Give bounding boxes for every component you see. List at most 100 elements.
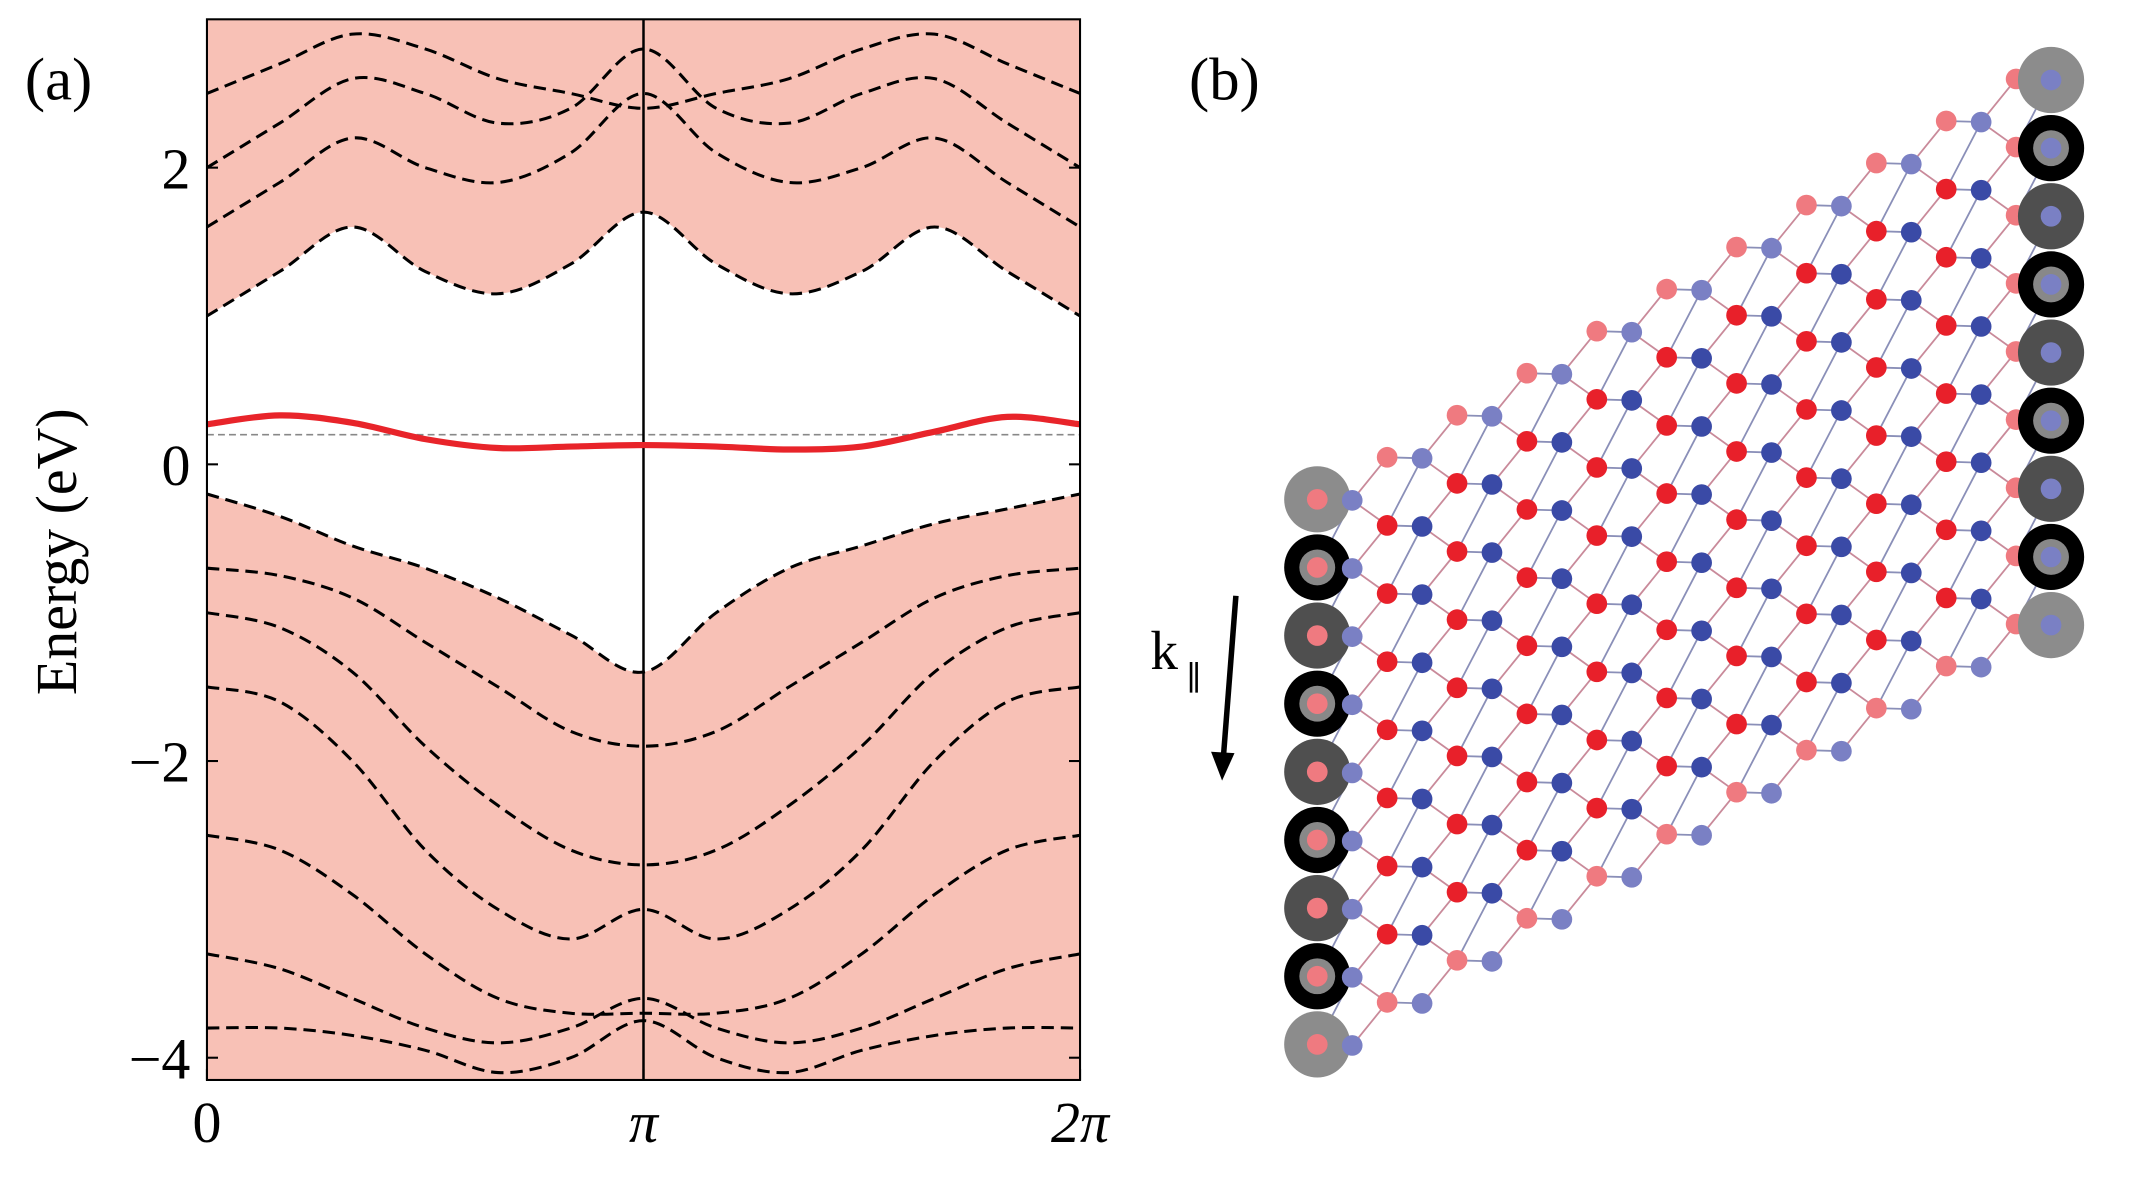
bond bbox=[1665, 766, 1703, 835]
bond bbox=[1386, 730, 1423, 799]
atom bbox=[1726, 713, 1747, 735]
atom bbox=[1726, 781, 1747, 803]
atom bbox=[2040, 614, 2062, 636]
x-tick-label: 0 bbox=[192, 1090, 221, 1155]
bond bbox=[1526, 714, 1563, 783]
atom bbox=[1446, 404, 1468, 426]
atom bbox=[1726, 304, 1747, 326]
atom bbox=[1446, 881, 1468, 903]
atom bbox=[1411, 447, 1433, 469]
bond bbox=[1526, 578, 1563, 647]
atom bbox=[1551, 636, 1573, 658]
atom bbox=[1306, 965, 1328, 987]
atom bbox=[1761, 510, 1782, 532]
atom bbox=[1935, 587, 1957, 609]
atom bbox=[1865, 220, 1887, 242]
atom bbox=[1796, 467, 1817, 488]
atom bbox=[1411, 788, 1433, 810]
atom bbox=[1306, 829, 1328, 851]
atom bbox=[1796, 330, 1817, 352]
bond bbox=[1735, 315, 1773, 384]
atom bbox=[1411, 652, 1433, 674]
bond bbox=[1805, 546, 1843, 615]
atom bbox=[1726, 577, 1747, 599]
atom bbox=[1621, 730, 1643, 752]
bond bbox=[1596, 399, 1633, 468]
atom bbox=[1865, 697, 1887, 719]
atom bbox=[1516, 362, 1538, 384]
bond bbox=[1526, 782, 1563, 851]
atom bbox=[1621, 594, 1643, 616]
atom bbox=[1656, 415, 1678, 436]
atom bbox=[1341, 762, 1363, 784]
bond bbox=[1665, 562, 1703, 631]
atom bbox=[1935, 655, 1957, 677]
atom bbox=[1551, 363, 1573, 385]
atom bbox=[1935, 451, 1957, 473]
arrow-label-sub: ∥ bbox=[1186, 662, 1201, 698]
atom bbox=[1446, 473, 1468, 494]
atom bbox=[2040, 137, 2062, 159]
bond bbox=[1735, 724, 1773, 793]
atom bbox=[1865, 561, 1887, 583]
atom bbox=[1691, 416, 1712, 437]
bond bbox=[1945, 121, 1982, 190]
panel-label: (a) bbox=[25, 46, 92, 113]
atom bbox=[1446, 949, 1468, 971]
atom bbox=[1376, 446, 1398, 468]
atom bbox=[1516, 703, 1538, 725]
bond bbox=[1875, 299, 1913, 368]
atom bbox=[1761, 305, 1782, 327]
band-line bbox=[206, 47, 1081, 169]
atom bbox=[1481, 474, 1503, 495]
bond bbox=[1805, 273, 1843, 342]
atom bbox=[1865, 629, 1887, 651]
y-tick-label: −2 bbox=[129, 730, 191, 795]
atom bbox=[1481, 951, 1503, 972]
atom bbox=[1900, 153, 1922, 175]
bond bbox=[1945, 598, 1982, 667]
atom bbox=[1865, 288, 1887, 310]
atom bbox=[1935, 110, 1957, 132]
bond bbox=[1805, 682, 1843, 751]
atom bbox=[1551, 772, 1573, 794]
bond bbox=[1735, 588, 1773, 657]
atom bbox=[1831, 604, 1852, 626]
atom bbox=[1376, 855, 1398, 877]
atom bbox=[1446, 609, 1468, 630]
atom bbox=[1796, 262, 1817, 284]
atom bbox=[1516, 499, 1538, 520]
bond bbox=[1945, 189, 1982, 258]
atom bbox=[1865, 357, 1887, 378]
atom bbox=[1691, 484, 1712, 505]
atom bbox=[1621, 526, 1643, 547]
y-axis-label: Energy (eV) bbox=[24, 408, 89, 695]
atom bbox=[1481, 814, 1503, 836]
atom bbox=[1691, 279, 1712, 301]
y-tick-label: 2 bbox=[161, 136, 190, 201]
atom bbox=[1831, 740, 1852, 762]
atom bbox=[1761, 782, 1782, 804]
atom bbox=[1306, 897, 1328, 919]
atom bbox=[1341, 1035, 1363, 1056]
atom bbox=[2040, 69, 2062, 91]
bond bbox=[1665, 494, 1703, 563]
atom bbox=[1970, 111, 1992, 133]
atom bbox=[1970, 588, 1992, 610]
atom bbox=[1341, 626, 1363, 647]
atom bbox=[1411, 993, 1433, 1014]
atom bbox=[1900, 426, 1922, 447]
atom bbox=[1970, 179, 1992, 201]
atom bbox=[1831, 332, 1852, 353]
bond bbox=[1805, 341, 1843, 410]
atom bbox=[1516, 567, 1538, 588]
atom bbox=[1481, 678, 1503, 700]
atom bbox=[1341, 966, 1363, 988]
bond bbox=[1456, 415, 1493, 484]
bond bbox=[1945, 462, 1982, 531]
bond bbox=[1596, 808, 1633, 877]
atom bbox=[1376, 719, 1398, 741]
atom bbox=[1376, 992, 1398, 1013]
y-tick-label: 0 bbox=[161, 433, 190, 498]
lattice bbox=[1284, 46, 2085, 1078]
